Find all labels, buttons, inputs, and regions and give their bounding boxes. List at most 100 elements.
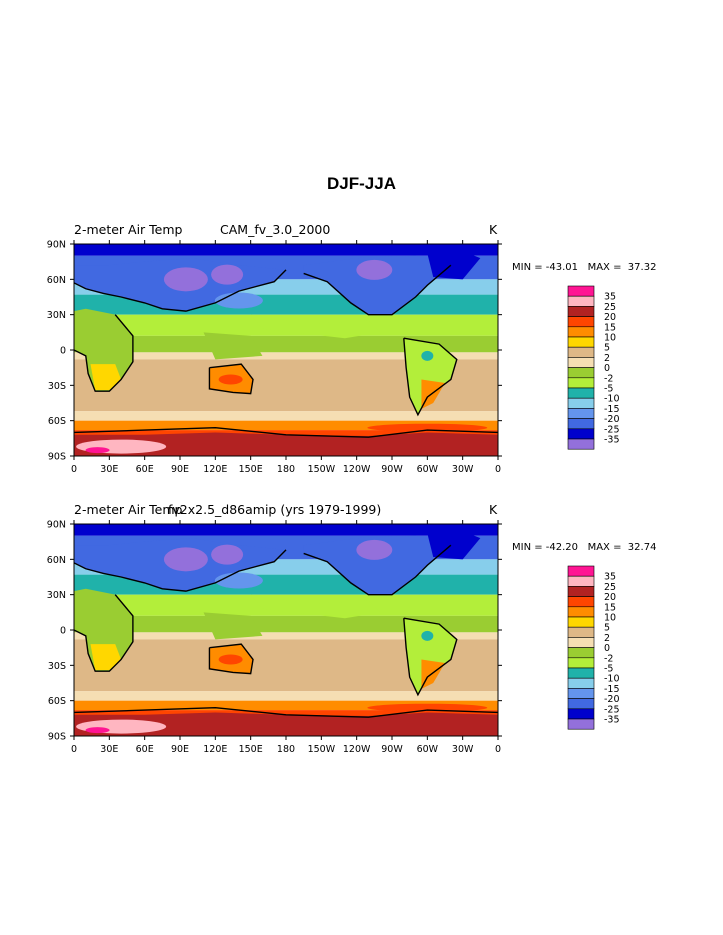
legend-level-label: 5 — [604, 623, 610, 634]
greenland — [427, 251, 481, 280]
africa — [74, 588, 133, 672]
maritime-continent — [203, 612, 263, 640]
legend-swatch — [567, 295, 595, 307]
coastline — [74, 549, 287, 592]
legend-level-label: -10 — [604, 674, 620, 685]
lon-tick-label: 0 — [71, 464, 77, 475]
lat-tick-label: 60S — [48, 696, 66, 707]
lat-tick-label: 90N — [47, 520, 66, 531]
lat-tick-label: 0 — [60, 626, 66, 637]
lon-tick-label: 150W — [308, 464, 336, 475]
band-ocean-south — [74, 700, 498, 711]
north-america — [303, 535, 451, 595]
southern-ocean-warm — [367, 703, 488, 712]
coastline — [403, 337, 458, 417]
antarctica — [74, 712, 498, 736]
lon-tick-label: 120W — [343, 744, 371, 755]
legend-swatch — [567, 387, 595, 399]
band-ocean-south — [74, 420, 498, 431]
map-axes: 90N 60N 30N 0 30S 60S 90S 0 30E 60E 90E 120E 150E 180… — [47, 240, 502, 475]
coastline — [208, 643, 254, 675]
legend-swatch — [567, 586, 595, 597]
legend-swatch — [567, 647, 595, 659]
coastline — [74, 314, 134, 392]
legend-level-label: -25 — [604, 424, 620, 435]
legend-level-label: 15 — [604, 322, 616, 333]
siberia-east-core — [211, 544, 244, 565]
legend-swatch — [567, 326, 595, 338]
greenland — [427, 531, 481, 560]
legend-level-label: 25 — [604, 582, 616, 593]
lon-tick-label: 90E — [171, 744, 189, 755]
lon-tick-label: 60E — [136, 464, 154, 475]
southern-ocean-warm — [367, 423, 488, 432]
antarctica — [74, 432, 498, 456]
africa-south-warm — [90, 644, 122, 671]
lat-tick-label: 60S — [48, 416, 66, 427]
legend-level-label: 25 — [604, 302, 616, 313]
page-title: DJF-JJA — [327, 174, 396, 193]
legend-level-label: -20 — [604, 694, 620, 705]
coastline — [74, 269, 287, 312]
legend-swatch — [567, 306, 595, 317]
legend-swatch — [567, 718, 595, 730]
temp-map-chart: 2-meter Air Temp CAM_fv_3.0_2000 K MIN =… — [47, 222, 657, 475]
legend-level-label: 35 — [604, 292, 616, 303]
canada-cold-core — [356, 539, 393, 560]
legend-swatch — [567, 616, 595, 628]
lon-tick-label: 60W — [417, 744, 439, 755]
legend-swatch — [567, 428, 595, 440]
lat-tick-label: 90S — [48, 452, 66, 463]
legend-swatch — [567, 677, 595, 689]
lon-tick-label: 30E — [100, 744, 118, 755]
panel-model: 2-meter Air Temp CAM_fv_3.0_2000 K MIN =… — [0, 220, 723, 490]
legend-swatch — [567, 657, 595, 669]
legend-level-label: -35 — [604, 435, 620, 446]
legend-level-label: 20 — [604, 592, 616, 603]
legend-swatch — [567, 565, 595, 577]
lat-tick-label: 30N — [47, 310, 66, 321]
lat-tick-label: 90S — [48, 732, 66, 743]
chart-units: K — [489, 502, 498, 517]
lon-tick-label: 0 — [71, 744, 77, 755]
lon-tick-label: 90W — [381, 744, 403, 755]
legend-level-label: -2 — [604, 653, 613, 664]
lon-tick-label: 150W — [308, 744, 336, 755]
lon-tick-label: 90W — [381, 464, 403, 475]
lon-tick-label: 30W — [452, 744, 474, 755]
legend-swatch — [567, 688, 595, 699]
africa — [74, 308, 133, 392]
lon-tick-label: 150E — [239, 464, 263, 475]
lat-tick-label: 90N — [47, 240, 66, 251]
lon-tick-label: 30E — [100, 464, 118, 475]
amazon-spot — [421, 350, 434, 361]
legend-swatch — [567, 346, 595, 358]
legend-level-label: -2 — [604, 373, 613, 384]
legend-swatch — [567, 667, 595, 679]
legend-level-label: 10 — [604, 333, 616, 344]
asia-mid-cold — [214, 572, 263, 589]
legend-swatch — [567, 316, 595, 328]
lon-tick-label: 120W — [343, 464, 371, 475]
lon-tick-label: 60E — [136, 744, 154, 755]
legend-level-label: 0 — [604, 643, 610, 654]
legend-swatch — [567, 438, 595, 450]
legend-swatch — [567, 357, 595, 368]
legend-level-label: -35 — [604, 715, 620, 726]
north-pacific-warm — [250, 314, 381, 339]
legend-swatch — [567, 418, 595, 430]
chart-title-center: CAM_fv_3.0_2000 — [220, 222, 330, 237]
legend-level-label: 5 — [604, 343, 610, 354]
legend-level-label: -15 — [604, 684, 620, 695]
band-wheat-south — [74, 632, 498, 640]
south-america — [403, 338, 457, 415]
siberia-cold-core — [163, 547, 208, 572]
north-pacific-warm — [250, 594, 381, 619]
siberia-east-core — [211, 264, 244, 285]
legend-swatch — [567, 606, 595, 618]
coastline — [403, 617, 458, 697]
legend-level-label: 20 — [604, 312, 616, 323]
band-equator — [74, 615, 498, 633]
legend-swatch — [567, 367, 595, 379]
